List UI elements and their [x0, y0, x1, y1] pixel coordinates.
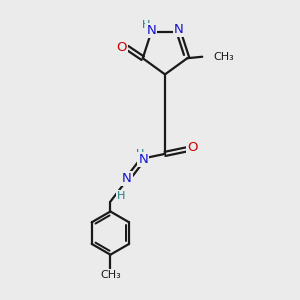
Text: N: N — [174, 23, 184, 36]
Text: O: O — [187, 141, 198, 154]
Text: H: H — [117, 191, 125, 201]
Text: CH₃: CH₃ — [100, 270, 121, 280]
Text: H: H — [136, 148, 144, 159]
Text: H: H — [142, 20, 150, 31]
Text: O: O — [116, 41, 127, 54]
Text: CH₃: CH₃ — [213, 52, 234, 62]
Text: N: N — [139, 153, 148, 167]
Text: N: N — [122, 172, 132, 185]
Text: N: N — [146, 24, 156, 37]
